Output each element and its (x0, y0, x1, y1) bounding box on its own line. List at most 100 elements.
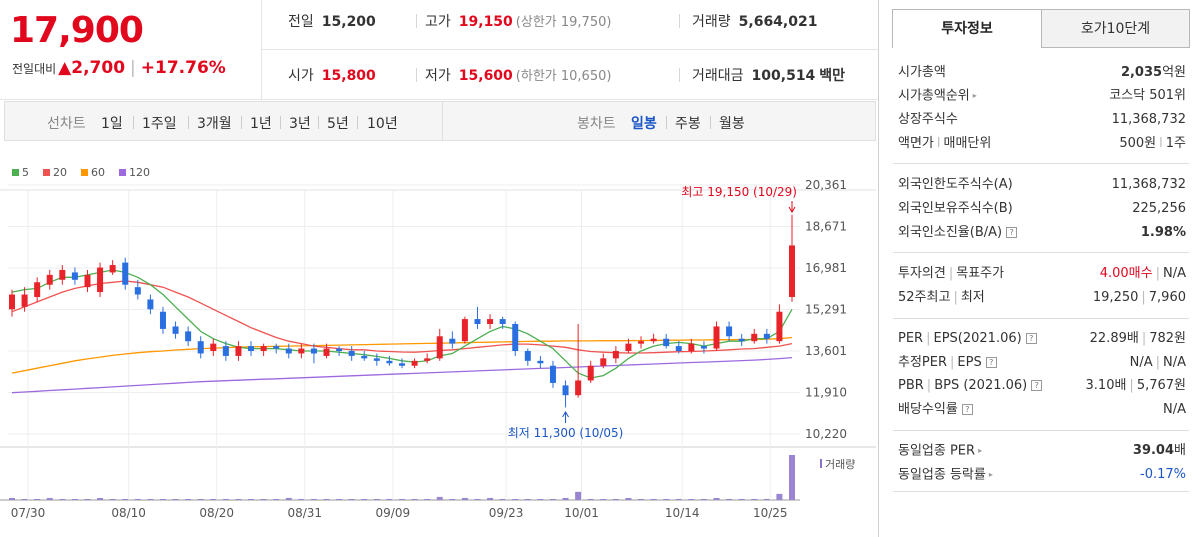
help-icon[interactable]: ? (1006, 227, 1018, 238)
candle-body (499, 319, 506, 324)
volume-bar (260, 498, 267, 500)
volume-bar (789, 455, 795, 500)
help-icon[interactable]: ? (985, 357, 997, 368)
volume-bar (763, 498, 770, 500)
period-1y[interactable]: 1년 (250, 116, 272, 132)
candle-body (159, 311, 166, 329)
stat-low: 저가 15,600 (하한가 10,650) (425, 68, 612, 84)
help-icon[interactable]: ? (961, 404, 973, 415)
volume-bar (537, 498, 544, 500)
period-10y[interactable]: 10년 (367, 116, 398, 132)
candle-body (625, 343, 632, 352)
investment-panel (878, 0, 1199, 537)
ma-line-ma60 (11, 336, 793, 374)
candle-body (348, 351, 355, 356)
chevron-right-icon: ▸ (988, 470, 993, 479)
volume-bar (273, 498, 280, 500)
volume-bar (310, 498, 317, 500)
row-52w: 52주최고 | 최저 19,250 | 7,960 (898, 290, 1186, 305)
volume-bar (399, 498, 405, 500)
volume-bar (726, 498, 733, 500)
row-est-per: 추정PER | EPS? N/A | N/A (898, 355, 1186, 370)
x-tick-label: 08/10 (111, 506, 146, 520)
help-icon[interactable]: ? (1031, 380, 1043, 391)
row-opinion: 투자의견 | 목표주가 4.00매수 | N/A (898, 266, 1186, 281)
candle-body (386, 360, 393, 364)
row-sector-per[interactable]: 동일업종 PER ▸ 39.04배 (898, 440, 1186, 462)
period-5y[interactable]: 5년 (327, 116, 349, 132)
volume-bar (323, 498, 330, 500)
volume-bar (625, 497, 632, 500)
volume-bar (159, 498, 166, 500)
legend-swatch (43, 169, 50, 176)
volume-bar (373, 498, 380, 500)
volume-bar (222, 498, 229, 500)
volume-bar (512, 498, 519, 500)
volume-bar (675, 498, 682, 500)
change-value: 2,700 (71, 58, 126, 78)
high-arrow-icon (788, 206, 796, 213)
volume-bar (487, 497, 494, 500)
y-tick-label: 11,910 (805, 386, 847, 400)
volume-bar (348, 498, 355, 500)
low-annotation: 최저 11,300 (10/05) (508, 426, 624, 440)
candle-body (461, 319, 468, 342)
candle-body (612, 351, 619, 359)
volume-bar (172, 498, 179, 500)
period-1w[interactable]: 1주일 (142, 116, 177, 132)
tab-investment-info[interactable]: 투자정보 (892, 9, 1042, 48)
candle-body (751, 333, 758, 342)
stat-open: 시가 15,800 (288, 68, 376, 84)
candle-body (361, 355, 368, 359)
candle-daily[interactable]: 일봉 (631, 116, 657, 132)
tab-order-book[interactable]: 호가10단계 (1041, 9, 1190, 48)
volume-bar (776, 493, 783, 500)
candle-body (688, 343, 695, 352)
row-par-unit: 액면가 l 매매단위 500원 l 1주 (898, 136, 1186, 151)
candle-body (273, 346, 280, 349)
line-chart-label: 선차트 (47, 116, 86, 132)
period-3y[interactable]: 3년 (289, 116, 311, 132)
volume-bar (411, 498, 418, 500)
legend-label: 60 (91, 166, 105, 179)
candle-body (537, 360, 544, 364)
candle-body (738, 338, 745, 342)
row-foreign-rate: 외국인소진율(B/A)? 1.98% (898, 225, 1186, 240)
candle-body (260, 346, 267, 352)
candle-body (185, 331, 192, 342)
change-label: 전일대비 (12, 62, 57, 76)
chevron-right-icon: ▸ (978, 446, 983, 455)
candle-body (172, 326, 179, 334)
help-icon[interactable]: ? (1025, 333, 1037, 344)
candle-body (373, 358, 380, 361)
row-sector-change[interactable]: 동일업종 등락률 ▸ -0.17% (898, 464, 1186, 486)
volume-bar (461, 497, 468, 500)
candle-weekly[interactable]: 주봉 (675, 116, 701, 132)
y-tick-label: 13,601 (805, 344, 847, 358)
volume-bar (436, 496, 443, 500)
volume-bar (575, 491, 582, 500)
period-1d[interactable]: 1일 (101, 116, 123, 132)
legend-label: 120 (129, 166, 150, 179)
row-per-eps: PER | EPS(2021.06)? 22.89배 | 782원 (898, 331, 1186, 346)
candle-body (424, 358, 431, 361)
change-percent: +17.76% (140, 58, 226, 78)
price-stats: 전일 15,200 고가 19,150 (상한가 19,750) 거래량 5,664,0… (262, 0, 878, 100)
volume-bar (524, 498, 531, 500)
row-dividend: 배당수익률? N/A (898, 402, 1186, 417)
chart-type-bar: 선차트 1일 1주일 3개월 1년 3년 5년 10년 봉차트 일봉 주봉 월봉 (4, 101, 876, 141)
candle-body (663, 338, 670, 347)
volume-bar (713, 497, 720, 500)
volume-bar (700, 498, 707, 500)
volume-bar (285, 497, 292, 500)
volume-bar (361, 498, 368, 500)
volume-bar (46, 497, 53, 500)
volume-bar (650, 498, 657, 500)
row-cap-rank[interactable]: 시가총액순위 ▸ 코스닥 501위 (898, 85, 1186, 107)
price-summary: 17,900 전일대비 ▲2,700 | +17.76% (0, 0, 262, 100)
candle-body (134, 287, 141, 295)
period-3m[interactable]: 3개월 (197, 116, 232, 132)
candle-body (487, 319, 494, 324)
candle-monthly[interactable]: 월봉 (719, 116, 745, 132)
high-annotation: 최고 19,150 (10/29) (681, 185, 797, 199)
